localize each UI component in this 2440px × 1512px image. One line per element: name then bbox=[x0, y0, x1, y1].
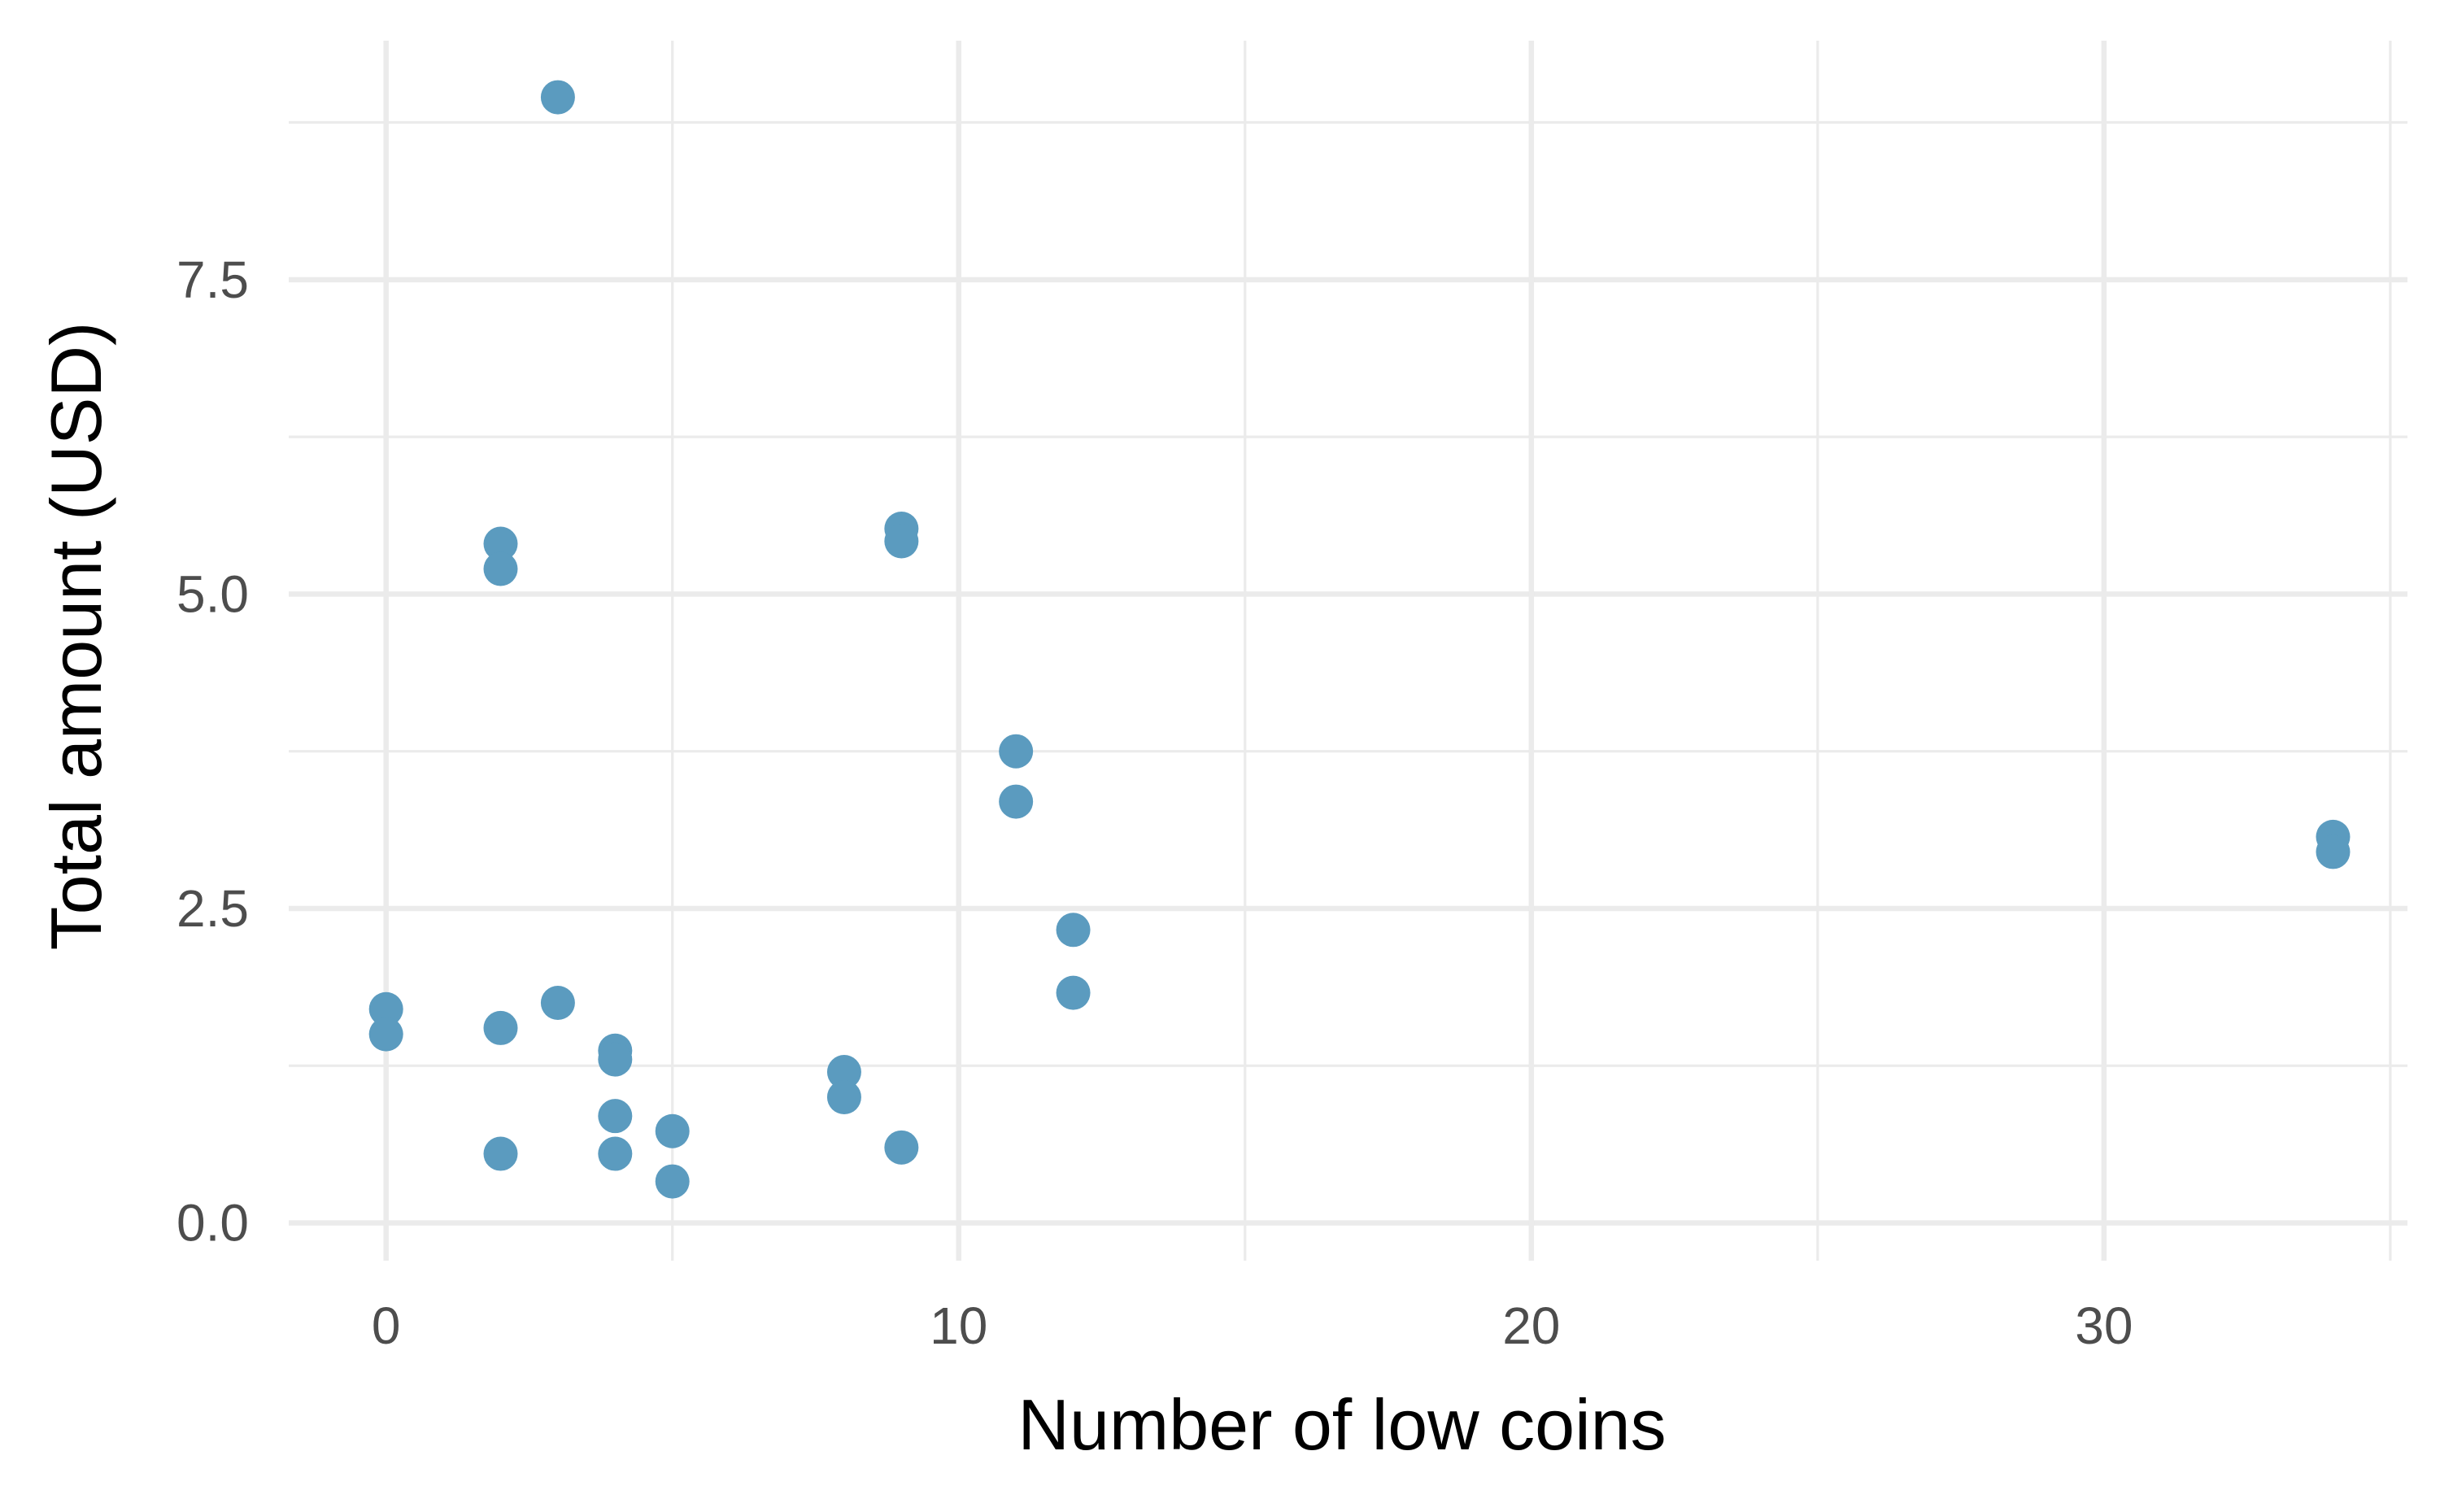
data-point bbox=[884, 524, 919, 559]
data-point bbox=[1056, 913, 1091, 948]
data-point bbox=[483, 526, 518, 561]
data-point bbox=[1056, 975, 1091, 1010]
data-point bbox=[483, 1136, 518, 1171]
data-point bbox=[999, 734, 1034, 769]
x-tick-label: 30 bbox=[2075, 1296, 2133, 1355]
y-tick-label: 7.5 bbox=[176, 251, 249, 309]
y-tick-label: 0.0 bbox=[176, 1194, 249, 1253]
data-point bbox=[2316, 834, 2351, 869]
data-point bbox=[598, 1136, 633, 1171]
data-point bbox=[884, 1130, 919, 1165]
y-tick-label: 2.5 bbox=[176, 879, 249, 938]
data-point bbox=[540, 80, 575, 115]
data-point bbox=[598, 1099, 633, 1134]
x-tick-label: 0 bbox=[372, 1296, 401, 1355]
data-point bbox=[598, 1042, 633, 1077]
x-tick-label: 10 bbox=[930, 1296, 987, 1355]
data-point bbox=[826, 1079, 861, 1114]
data-point bbox=[483, 551, 518, 586]
grid-layer bbox=[289, 41, 2407, 1261]
data-point bbox=[368, 1017, 403, 1052]
data-point bbox=[826, 1055, 861, 1090]
y-axis-title: Total amount (USD) bbox=[36, 322, 116, 951]
data-point bbox=[999, 784, 1034, 819]
x-axis-title: Number of low coins bbox=[1017, 1384, 1666, 1465]
x-tick-label: 20 bbox=[1502, 1296, 1560, 1355]
x-tick-labels: 0 10 20 30 bbox=[372, 1296, 2133, 1355]
data-point bbox=[540, 985, 575, 1020]
data-point bbox=[655, 1164, 690, 1199]
y-tick-labels: 0.0 2.5 5.0 7.5 bbox=[176, 251, 249, 1253]
data-point bbox=[655, 1113, 690, 1148]
y-tick-label: 5.0 bbox=[176, 564, 249, 623]
data-point bbox=[483, 1010, 518, 1045]
points-layer bbox=[368, 80, 2351, 1199]
data-point bbox=[368, 991, 403, 1026]
